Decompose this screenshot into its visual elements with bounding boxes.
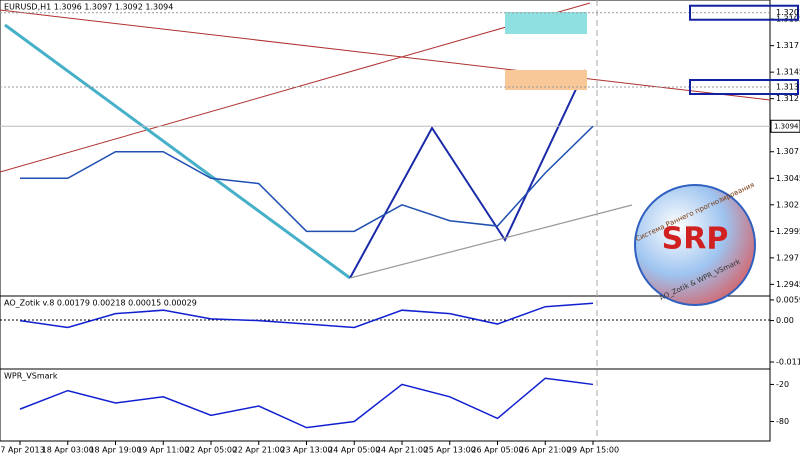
panel-title: AO_Zotik v.8 0.00179 0.00218 0.00015 0.0… <box>4 299 197 308</box>
zone <box>505 12 587 34</box>
x-tick-label: 29 Apr 15:00 <box>567 446 619 455</box>
pattern-line <box>349 69 586 279</box>
series-line <box>19 377 594 429</box>
trend-line <box>4 23 351 280</box>
panel-title: EURUSD,H1 1.3096 1.3097 1.3092 1.3094 <box>4 3 173 12</box>
price-box <box>689 79 799 96</box>
logo-text: SRP <box>662 222 729 257</box>
trend-line <box>349 204 633 279</box>
x-tick-label: 22 Apr 05:00 <box>185 446 237 455</box>
x-tick-label: 23 Apr 13:00 <box>280 446 332 455</box>
y-tick-label: 1.297 <box>776 253 799 262</box>
y-tick-label: -80 <box>776 417 789 426</box>
x-tick-label: 25 Apr 13:00 <box>424 446 476 455</box>
x-tick-label: 18 Apr 03:00 <box>42 446 94 455</box>
y-tick-label: 1.3145 <box>776 68 800 77</box>
last-price-label: 1.3094 <box>774 122 799 130</box>
x-tick-label: 19 Apr 11:00 <box>137 446 189 455</box>
y-tick-label: 1.312 <box>776 94 799 103</box>
y-tick-label: 1.307 <box>776 147 799 156</box>
y-tick-label: 1.317 <box>776 41 799 50</box>
price-box <box>689 4 799 21</box>
panel-title: WPR_VSmark <box>4 372 58 381</box>
last-price-box <box>770 119 800 133</box>
x-tick-label: 24 Apr 05:00 <box>328 446 380 455</box>
x-tick-label: 22 Apr 21:00 <box>233 446 285 455</box>
zone <box>505 70 587 90</box>
x-tick-label: 26 Apr 05:00 <box>471 446 523 455</box>
y-tick-label: 1.3045 <box>776 174 800 183</box>
y-tick-label: 0.00 <box>776 316 794 325</box>
x-tick-label: 24 Apr 21:00 <box>376 446 428 455</box>
trend-line <box>0 2 591 173</box>
y-tick-label: -0.01197 <box>776 358 800 367</box>
series-line <box>19 302 594 329</box>
y-tick-label: -20 <box>776 380 789 389</box>
y-tick-label: 1.302 <box>776 200 799 209</box>
x-tick-label: 26 Apr 21:00 <box>519 446 571 455</box>
x-tick-label: 18 Apr 19:00 <box>89 446 141 455</box>
y-tick-label: 1.2945 <box>776 280 800 289</box>
x-tick-label: 17 Apr 2013 <box>0 446 45 455</box>
series-line <box>20 125 594 233</box>
trend-line <box>0 9 771 101</box>
y-tick-label: 0.00597 <box>776 295 800 304</box>
y-tick-label: 1.2995 <box>776 227 800 236</box>
